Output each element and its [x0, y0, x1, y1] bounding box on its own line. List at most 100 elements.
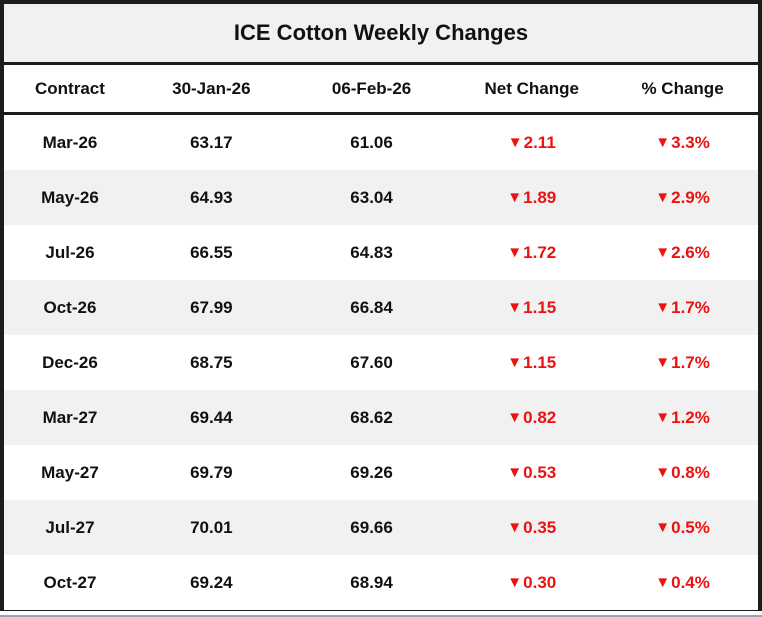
down-triangle-icon: ▼ — [655, 244, 671, 261]
pct-change-cell: ▼ 3.3% — [607, 133, 758, 153]
pct-change-cell: ▼ 1.7% — [607, 298, 758, 318]
down-triangle-icon: ▼ — [655, 409, 671, 426]
net-change-cell-value: 0.53 — [523, 462, 557, 482]
pct-change-cell: ▼ 0.4% — [607, 573, 758, 593]
down-triangle-icon: ▼ — [655, 354, 671, 371]
down-triangle-icon: ▼ — [507, 244, 523, 261]
prev-price-cell: 66.55 — [190, 242, 233, 262]
table-body: Mar-26 63.17 61.06 ▼ 2.11 ▼ 3.3% May-26 64.93 63.… — [4, 115, 758, 610]
down-triangle-icon: ▼ — [655, 574, 671, 591]
table-row: Oct-26 67.99 66.84 ▼ 1.15 ▼ 1.7% — [4, 280, 758, 335]
pct-change-cell-value: 3.3% — [671, 132, 710, 152]
prev-price-cell: 69.24 — [190, 572, 233, 592]
prev-price-cell: 70.01 — [190, 517, 233, 537]
pct-change-cell-value: 0.8% — [671, 462, 710, 482]
pct-change-cell-value: 1.7% — [671, 352, 710, 372]
net-change-cell: ▼ 0.30 — [456, 573, 607, 593]
table-row: May-27 69.79 69.26 ▼ 0.53 ▼ 0.8% — [4, 445, 758, 500]
prev-price-cell: 64.93 — [190, 187, 233, 207]
column-header-contract: Contract — [35, 78, 105, 98]
down-triangle-icon: ▼ — [507, 409, 523, 426]
pct-change-cell: ▼ 1.2% — [607, 408, 758, 428]
pct-change-cell: ▼ 2.9% — [607, 188, 758, 208]
column-header-net-change: Net Change — [484, 78, 579, 98]
contract-cell: Oct-26 — [43, 297, 97, 317]
table-title-bar: ICE Cotton Weekly Changes — [4, 4, 758, 65]
net-change-cell: ▼ 1.72 — [456, 243, 607, 263]
contract-cell: Dec-26 — [42, 352, 98, 372]
pct-change-cell-value: 2.6% — [671, 242, 710, 262]
down-triangle-icon: ▼ — [507, 189, 523, 206]
net-change-cell-value: 1.72 — [523, 242, 557, 262]
net-change-cell-value: 0.35 — [523, 517, 557, 537]
table-row: Jul-26 66.55 64.83 ▼ 1.72 ▼ 2.6% — [4, 225, 758, 280]
contract-cell: May-26 — [41, 187, 99, 207]
down-triangle-icon: ▼ — [507, 464, 523, 481]
table-row: Dec-26 68.75 67.60 ▼ 1.15 ▼ 1.7% — [4, 335, 758, 390]
curr-price-cell: 61.06 — [350, 132, 393, 152]
net-change-cell: ▼ 0.35 — [456, 518, 607, 538]
down-triangle-icon: ▼ — [507, 519, 523, 536]
column-header-06-feb-26: 06-Feb-26 — [331, 78, 412, 98]
net-change-cell: ▼ 1.15 — [456, 353, 607, 373]
pct-change-cell: ▼ 2.6% — [607, 243, 758, 263]
table-row: Oct-27 69.24 68.94 ▼ 0.30 ▼ 0.4% — [4, 555, 758, 610]
table-row: Mar-26 63.17 61.06 ▼ 2.11 ▼ 3.3% — [4, 115, 758, 170]
table-header-row: Contract 30-Jan-26 06-Feb-26 Net Change % Ch… — [4, 65, 758, 115]
down-triangle-icon: ▼ — [655, 134, 671, 151]
contract-cell: Mar-27 — [42, 407, 98, 427]
contract-cell: Jul-26 — [45, 242, 95, 262]
down-triangle-icon: ▼ — [655, 464, 671, 481]
net-change-cell: ▼ 0.53 — [456, 463, 607, 483]
down-triangle-icon: ▼ — [507, 134, 523, 151]
net-change-cell: ▼ 1.89 — [456, 188, 607, 208]
curr-price-cell: 66.84 — [350, 297, 393, 317]
table-row: Jul-27 70.01 69.66 ▼ 0.35 ▼ 0.5% — [4, 500, 758, 555]
net-change-cell: ▼ 1.15 — [456, 298, 607, 318]
down-triangle-icon: ▼ — [655, 189, 671, 206]
pct-change-cell-value: 0.5% — [671, 517, 710, 537]
pct-change-cell: ▼ 1.7% — [607, 353, 758, 373]
curr-price-cell: 64.83 — [350, 242, 393, 262]
curr-price-cell: 69.26 — [350, 462, 393, 482]
contract-cell: Mar-26 — [42, 132, 98, 152]
page-title: ICE Cotton Weekly Changes — [233, 20, 529, 45]
pct-change-cell-value: 2.9% — [671, 187, 710, 207]
table-row: Mar-27 69.44 68.62 ▼ 0.82 ▼ 1.2% — [4, 390, 758, 445]
table-row: May-26 64.93 63.04 ▼ 1.89 ▼ 2.9% — [4, 170, 758, 225]
pct-change-cell: ▼ 0.5% — [607, 518, 758, 538]
contract-cell: May-27 — [41, 462, 99, 482]
curr-price-cell: 69.66 — [350, 517, 393, 537]
down-triangle-icon: ▼ — [655, 299, 671, 316]
net-change-cell-value: 1.89 — [523, 187, 557, 207]
net-change-cell: ▼ 2.11 — [456, 133, 607, 153]
prev-price-cell: 69.44 — [190, 407, 233, 427]
down-triangle-icon: ▼ — [507, 299, 523, 316]
curr-price-cell: 67.60 — [350, 352, 393, 372]
net-change-cell-value: 0.30 — [523, 572, 557, 592]
down-triangle-icon: ▼ — [507, 574, 523, 591]
down-triangle-icon: ▼ — [507, 354, 523, 371]
net-change-cell-value: 2.11 — [523, 132, 556, 152]
contract-cell: Jul-27 — [45, 517, 95, 537]
curr-price-cell: 63.04 — [350, 187, 393, 207]
prev-price-cell: 67.99 — [190, 297, 233, 317]
net-change-cell-value: 1.15 — [523, 352, 557, 372]
bottom-edge-line — [0, 615, 762, 617]
curr-price-cell: 68.94 — [350, 572, 393, 592]
net-change-cell-value: 0.82 — [523, 407, 557, 427]
column-header-30-jan-26: 30-Jan-26 — [172, 78, 251, 98]
column-header--change: % Change — [641, 78, 724, 98]
prev-price-cell: 68.75 — [190, 352, 233, 372]
curr-price-cell: 68.62 — [350, 407, 393, 427]
prev-price-cell: 63.17 — [190, 132, 233, 152]
down-triangle-icon: ▼ — [655, 519, 671, 536]
pct-change-cell-value: 1.2% — [671, 407, 710, 427]
net-change-cell: ▼ 0.82 — [456, 408, 607, 428]
prev-price-cell: 69.79 — [190, 462, 233, 482]
net-change-cell-value: 1.15 — [523, 297, 557, 317]
pct-change-cell-value: 1.7% — [671, 297, 710, 317]
contract-cell: Oct-27 — [43, 572, 97, 592]
